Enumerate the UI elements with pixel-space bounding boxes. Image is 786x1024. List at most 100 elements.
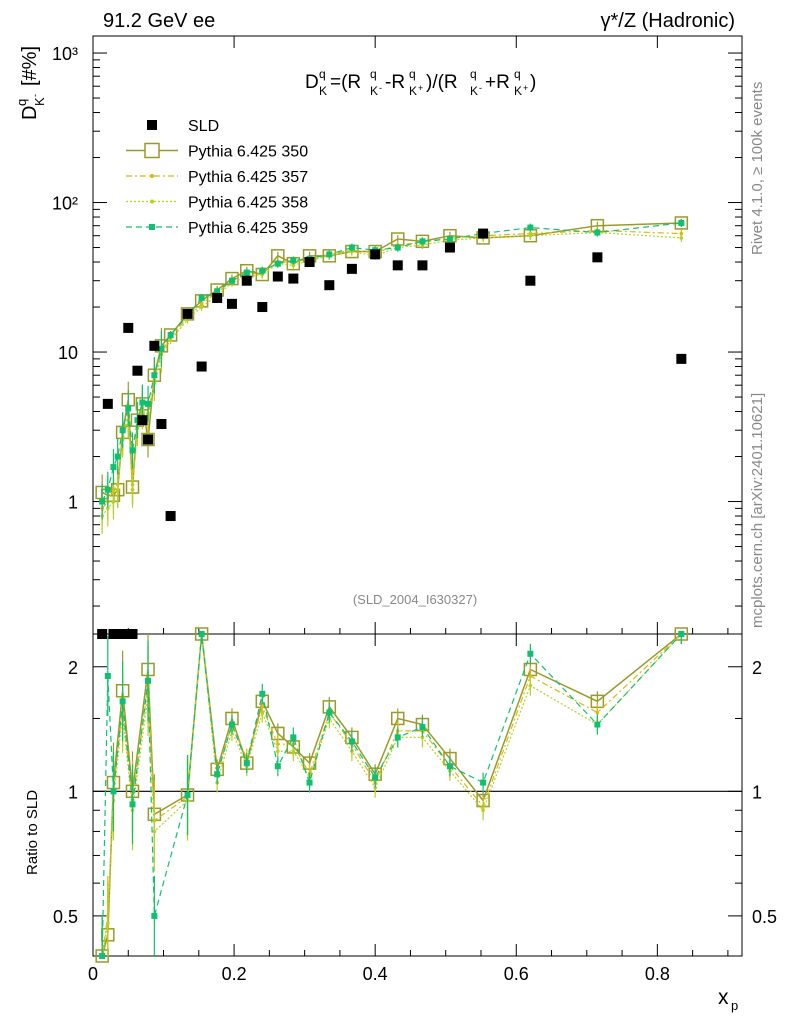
series-3 xyxy=(99,218,685,520)
ratio-point xyxy=(326,709,333,716)
sld-point xyxy=(288,273,299,284)
main-series xyxy=(95,216,689,639)
series-point xyxy=(151,372,158,379)
ratio-point xyxy=(291,749,296,754)
sld-point xyxy=(143,434,154,445)
sld-point xyxy=(149,340,160,351)
legend-label: Pythia 6.425 358 xyxy=(188,195,308,212)
svg-text:D: D xyxy=(305,72,319,93)
svg-text:+: + xyxy=(523,83,528,93)
x-tick-label: 0.6 xyxy=(504,964,529,984)
series-point xyxy=(527,224,534,231)
y-tick-label-ratio: 2 xyxy=(68,658,78,678)
series-point xyxy=(290,257,297,264)
legend-label: Pythia 6.425 357 xyxy=(188,169,308,186)
series-point xyxy=(679,231,684,236)
ratio-point xyxy=(595,710,600,715)
sld-point xyxy=(676,353,687,364)
legend-marker xyxy=(150,174,154,178)
series-point xyxy=(326,251,333,258)
svg-text:K: K xyxy=(370,84,378,98)
legend-label: Pythia 6.425 350 xyxy=(188,144,308,161)
ratio-point xyxy=(420,735,425,740)
series-point xyxy=(106,506,110,511)
ratio-point xyxy=(276,749,280,754)
sld-point xyxy=(525,275,536,286)
ratio-point xyxy=(528,683,533,688)
series-point xyxy=(139,399,146,406)
series-point xyxy=(104,486,111,493)
x-tick-label: 0.8 xyxy=(645,964,670,984)
series-point xyxy=(394,244,401,251)
ratio-y-axis-label: Ratio to SLD xyxy=(24,790,41,875)
sld-point xyxy=(165,511,176,522)
svg-text:=(R: =(R xyxy=(330,72,361,93)
ratio-point xyxy=(480,779,487,786)
series-point xyxy=(678,219,685,226)
series-line xyxy=(101,222,682,497)
sld-point xyxy=(592,252,603,263)
legend-label: Pythia 6.425 359 xyxy=(188,220,308,237)
ratio-point xyxy=(373,785,377,790)
sld-point xyxy=(212,292,223,303)
sld-point xyxy=(417,260,428,271)
legend-marker xyxy=(144,142,160,159)
series-point xyxy=(259,267,266,274)
svg-text:x: x xyxy=(718,986,729,1009)
svg-text:-: - xyxy=(479,83,482,93)
legend-marker-sld xyxy=(147,120,157,130)
sld-point xyxy=(123,322,134,333)
svg-text:+R: +R xyxy=(485,72,510,93)
ratio-point xyxy=(243,760,250,767)
sld-point xyxy=(182,308,193,319)
series-point xyxy=(167,332,174,338)
svg-text:-: - xyxy=(379,83,382,93)
series-point xyxy=(350,249,354,254)
ratio-point xyxy=(104,672,111,679)
series-point xyxy=(322,249,337,263)
x-tick-label: 0.2 xyxy=(222,964,247,984)
series-point xyxy=(158,345,165,352)
sld-point xyxy=(346,263,357,274)
series-point xyxy=(243,269,250,276)
header-energy-label: 91.2 GeV ee xyxy=(103,10,215,32)
series-line xyxy=(101,222,682,502)
ratio-point xyxy=(290,734,297,741)
sld-point xyxy=(156,419,167,430)
ratio-point xyxy=(348,738,355,745)
svg-text:)/(R: )/(R xyxy=(426,72,458,93)
y-tick-label-ratio-right: 2 xyxy=(752,658,762,678)
ratio-point xyxy=(394,734,401,741)
sld-point xyxy=(226,298,237,309)
svg-text:K: K xyxy=(319,84,327,98)
mcplots-reference-label: mcplots.cern.ch [arXiv:2401.10621] xyxy=(749,393,766,628)
ratio-point xyxy=(151,912,158,919)
svg-text:K: K xyxy=(32,97,47,106)
sld-point xyxy=(137,415,148,426)
sld-point xyxy=(257,302,268,313)
ratio-point xyxy=(129,801,136,808)
header-process-label: γ*/Z (Hadronic) xyxy=(601,10,735,32)
ratio-point xyxy=(214,771,221,778)
series-point xyxy=(674,216,689,230)
series-point xyxy=(110,464,117,471)
ratio-series-3 xyxy=(99,631,685,959)
ratio-point xyxy=(119,698,126,705)
series-point xyxy=(145,400,152,407)
sld-point xyxy=(392,260,403,271)
series-point xyxy=(99,498,106,505)
formula-title: D q K =(R q K - -R q K + )/(R q K - +R q… xyxy=(305,67,536,98)
y-tick-label-ratio: 0.5 xyxy=(53,907,78,927)
series-line xyxy=(101,231,682,517)
series-point xyxy=(446,236,453,243)
series-point xyxy=(348,244,355,251)
sld-point xyxy=(370,249,381,260)
sld-point xyxy=(196,361,207,372)
series-point xyxy=(228,277,235,284)
sld-point xyxy=(304,257,315,268)
ratio-point xyxy=(259,690,266,697)
series-point xyxy=(125,405,132,412)
y-tick-label-main: 1 xyxy=(68,493,78,513)
svg-text:q: q xyxy=(409,67,416,81)
series-point xyxy=(291,263,296,268)
